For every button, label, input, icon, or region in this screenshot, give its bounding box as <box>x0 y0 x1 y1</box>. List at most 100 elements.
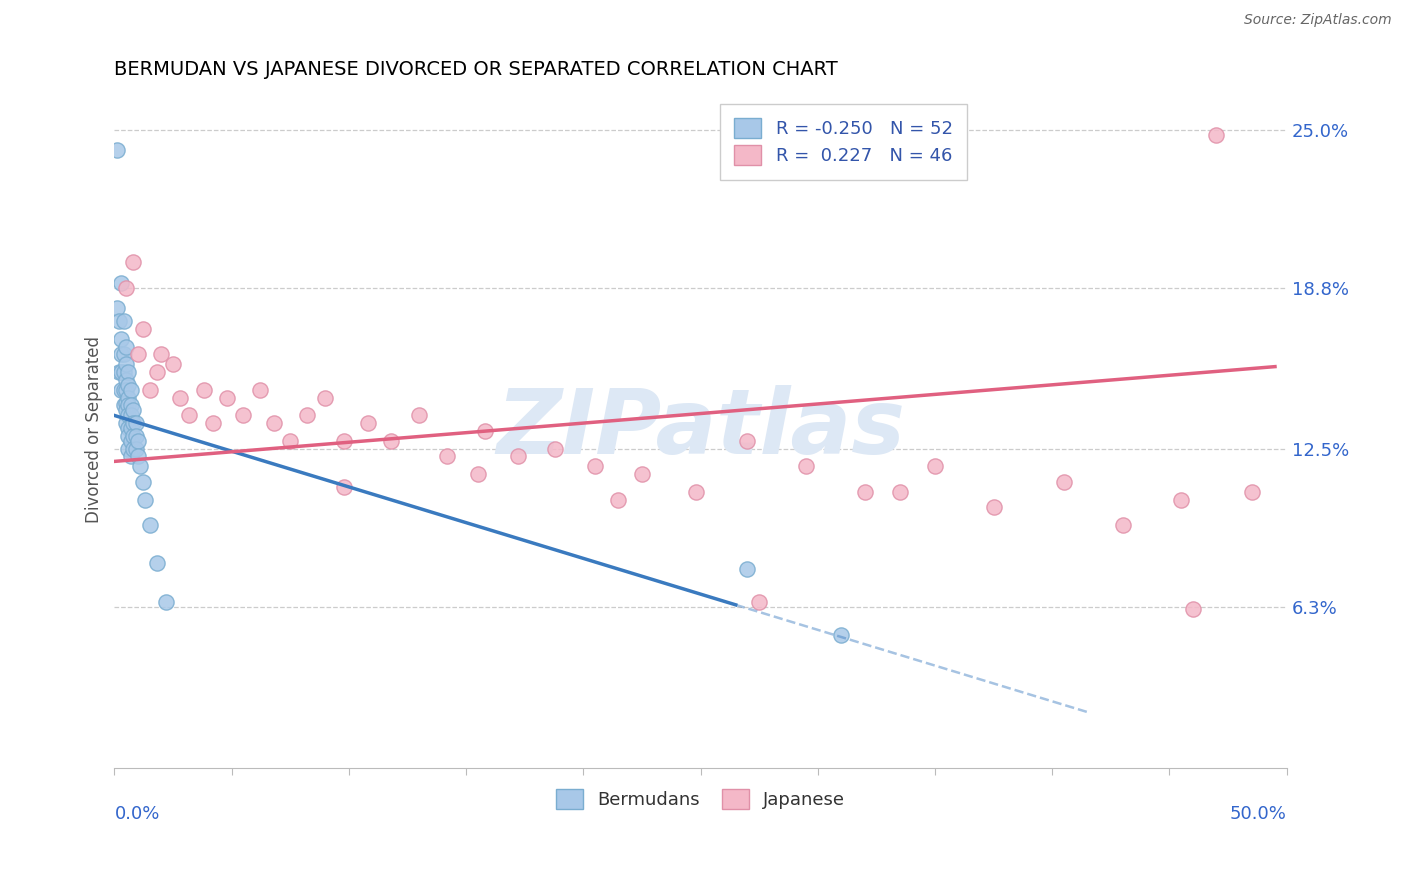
Point <box>115 395 138 409</box>
Point <box>263 416 285 430</box>
Point <box>830 628 852 642</box>
Point <box>120 398 142 412</box>
Text: 0.0%: 0.0% <box>114 805 160 823</box>
Text: ZIPatlas: ZIPatlas <box>496 385 905 474</box>
Point <box>1205 128 1227 142</box>
Point <box>314 391 336 405</box>
Point <box>117 421 139 435</box>
Point <box>544 442 567 456</box>
Point <box>583 459 606 474</box>
Point <box>120 434 142 448</box>
Point <box>110 276 132 290</box>
Point <box>607 492 630 507</box>
Point <box>112 314 135 328</box>
Point <box>117 442 139 456</box>
Point <box>115 281 138 295</box>
Point <box>193 383 215 397</box>
Text: BERMUDAN VS JAPANESE DIVORCED OR SEPARATED CORRELATION CHART: BERMUDAN VS JAPANESE DIVORCED OR SEPARAT… <box>114 60 838 78</box>
Point <box>1170 492 1192 507</box>
Point <box>108 314 131 328</box>
Point <box>162 358 184 372</box>
Point <box>117 398 139 412</box>
Point <box>115 373 138 387</box>
Point <box>115 383 138 397</box>
Point <box>737 561 759 575</box>
Point <box>105 143 128 157</box>
Point <box>436 450 458 464</box>
Point <box>117 429 139 443</box>
Point <box>408 409 430 423</box>
Point <box>127 450 149 464</box>
Point <box>134 492 156 507</box>
Point <box>924 459 946 474</box>
Point <box>110 332 132 346</box>
Point <box>295 409 318 423</box>
Point <box>748 595 770 609</box>
Point <box>150 347 173 361</box>
Point <box>1111 518 1133 533</box>
Point <box>120 409 142 423</box>
Point <box>794 459 817 474</box>
Point <box>201 416 224 430</box>
Point <box>115 416 138 430</box>
Point <box>122 442 145 456</box>
Point <box>124 429 146 443</box>
Point <box>127 434 149 448</box>
Point <box>122 416 145 430</box>
Y-axis label: Divorced or Separated: Divorced or Separated <box>86 336 103 523</box>
Point <box>467 467 489 482</box>
Point <box>112 365 135 379</box>
Point <box>169 391 191 405</box>
Point <box>117 377 139 392</box>
Point <box>853 485 876 500</box>
Point <box>110 383 132 397</box>
Point <box>115 403 138 417</box>
Point <box>122 255 145 269</box>
Point <box>155 595 177 609</box>
Text: Source: ZipAtlas.com: Source: ZipAtlas.com <box>1244 13 1392 28</box>
Point <box>232 409 254 423</box>
Legend: Bermudans, Japanese: Bermudans, Japanese <box>548 782 852 816</box>
Point <box>120 450 142 464</box>
Point <box>278 434 301 448</box>
Point <box>120 421 142 435</box>
Point <box>129 459 152 474</box>
Point <box>145 557 167 571</box>
Point <box>179 409 201 423</box>
Point <box>685 485 707 500</box>
Point <box>333 480 356 494</box>
Point <box>131 321 153 335</box>
Point <box>889 485 911 500</box>
Point <box>117 391 139 405</box>
Point <box>120 383 142 397</box>
Point <box>1240 485 1263 500</box>
Point <box>145 365 167 379</box>
Point <box>115 358 138 372</box>
Point <box>1053 475 1076 489</box>
Point <box>115 339 138 353</box>
Point <box>737 434 759 448</box>
Point <box>122 429 145 443</box>
Point <box>108 365 131 379</box>
Point <box>112 347 135 361</box>
Point <box>131 475 153 489</box>
Point <box>380 434 402 448</box>
Point <box>112 398 135 412</box>
Text: 50.0%: 50.0% <box>1230 805 1286 823</box>
Point <box>112 383 135 397</box>
Point <box>124 442 146 456</box>
Point <box>122 403 145 417</box>
Point <box>506 450 529 464</box>
Point <box>249 383 271 397</box>
Point <box>356 416 378 430</box>
Point <box>117 365 139 379</box>
Point <box>105 301 128 316</box>
Point <box>110 365 132 379</box>
Point <box>138 383 160 397</box>
Point <box>983 500 1005 515</box>
Point <box>138 518 160 533</box>
Point <box>127 347 149 361</box>
Point <box>474 424 496 438</box>
Point <box>117 409 139 423</box>
Point <box>631 467 654 482</box>
